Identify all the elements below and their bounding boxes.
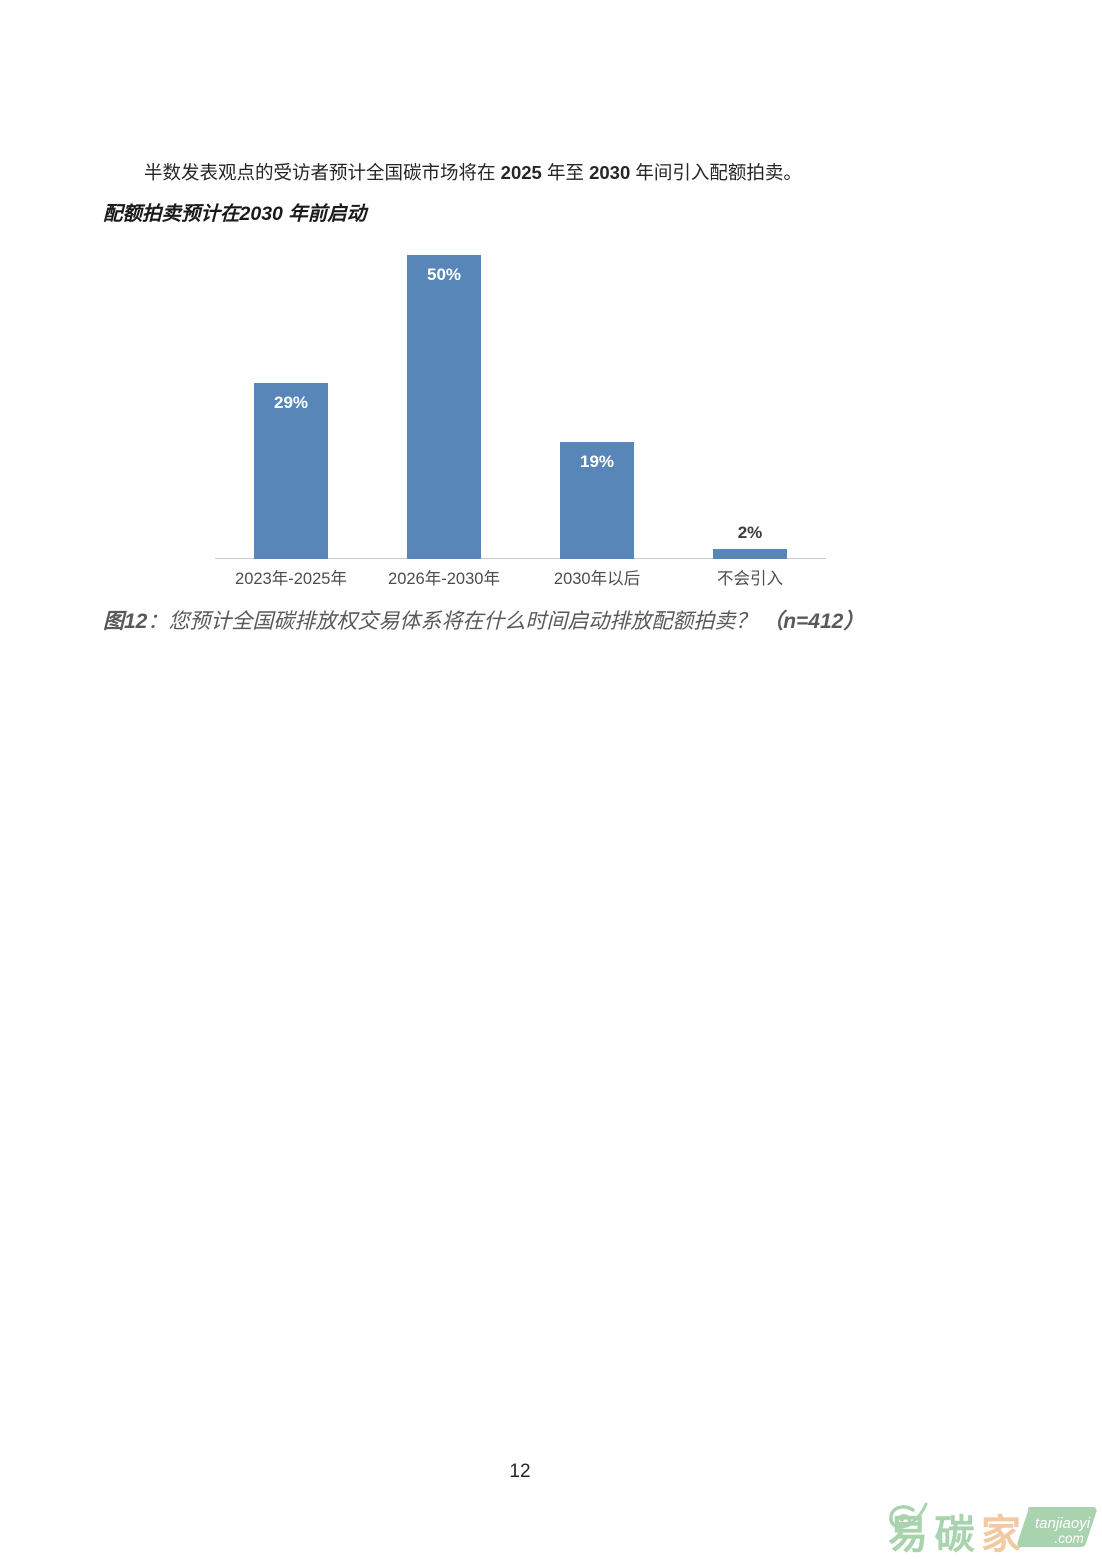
svg-text:碳: 碳	[935, 1513, 976, 1554]
svg-text:.com: .com	[1055, 1531, 1084, 1546]
svg-text:易: 易	[888, 1513, 928, 1554]
svg-text:tanjiaoyi: tanjiaoyi	[1035, 1515, 1091, 1532]
svg-text:家: 家	[981, 1513, 1021, 1554]
